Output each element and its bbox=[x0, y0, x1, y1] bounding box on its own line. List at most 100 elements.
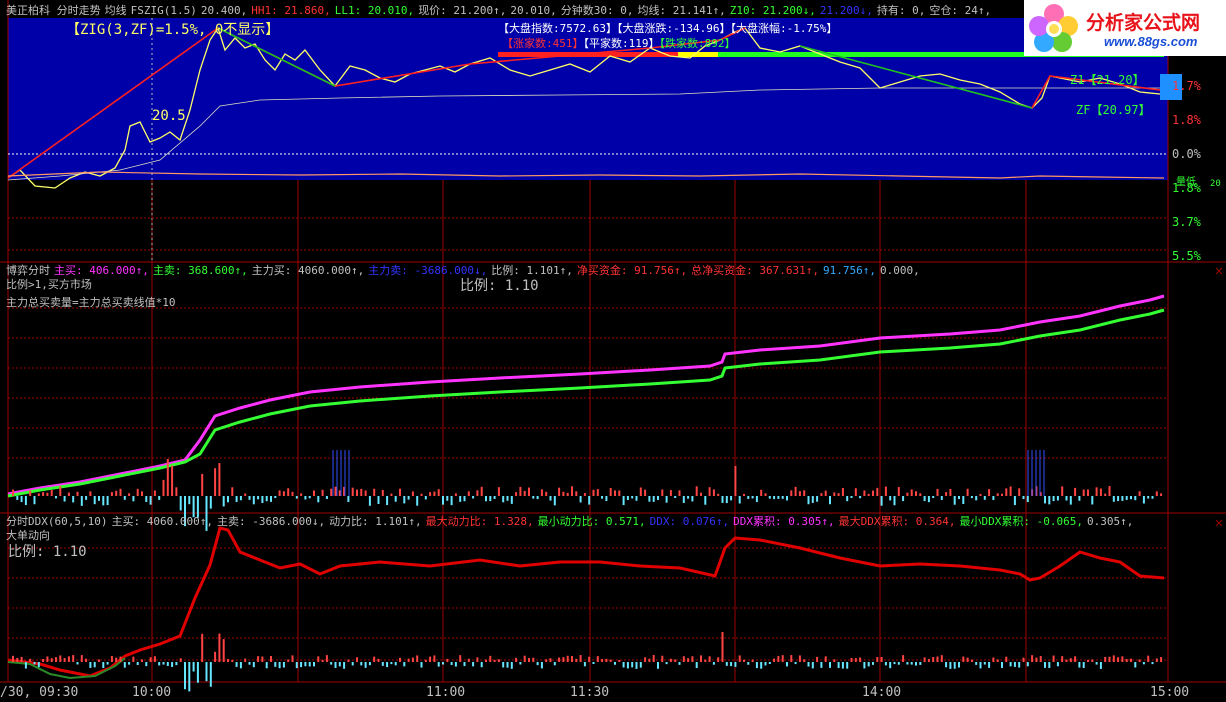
main-buy-line bbox=[7, 294, 1165, 496]
volume-bar bbox=[1142, 496, 1145, 504]
top-header-item-0: 美正柏科 分时走势 bbox=[6, 4, 101, 17]
volume-bar bbox=[747, 496, 750, 499]
ddx-bar bbox=[493, 659, 496, 662]
bottom-panel-header: 分时DDX(60,5,10) 主买: 4060.000↑, 主卖: -3686.00… bbox=[6, 515, 1137, 528]
ddx-bar bbox=[884, 662, 887, 666]
ddx-bar bbox=[192, 662, 195, 672]
volume-bar bbox=[429, 492, 432, 496]
volume-bar bbox=[798, 491, 801, 496]
volume-bar bbox=[536, 496, 539, 500]
volume-bar bbox=[416, 496, 419, 506]
volume-bar bbox=[1026, 496, 1029, 503]
volume-bar bbox=[777, 496, 780, 499]
ddx-bar bbox=[308, 662, 311, 667]
ddx-bar bbox=[816, 656, 819, 662]
volume-bar bbox=[657, 496, 659, 500]
volume-bar bbox=[257, 496, 260, 500]
volume-bar bbox=[175, 487, 178, 496]
volume-bar bbox=[717, 493, 720, 496]
volume-bar bbox=[467, 491, 470, 496]
volume-bar bbox=[545, 491, 548, 496]
volume-bar bbox=[1151, 496, 1154, 499]
ddx-bar bbox=[1035, 657, 1038, 662]
ddx-bar bbox=[609, 659, 612, 662]
ddx-bar bbox=[1044, 662, 1046, 668]
ddx-bar bbox=[278, 662, 281, 669]
ddx-bar bbox=[313, 662, 315, 667]
volume-bar bbox=[274, 496, 277, 499]
price-marker[interactable] bbox=[1160, 74, 1182, 100]
volume-bar bbox=[923, 496, 926, 502]
breadth-label-item-2: 【跌家数:892】 bbox=[659, 37, 736, 50]
ddx-bar bbox=[846, 662, 849, 669]
volume-bar bbox=[123, 496, 126, 500]
ddx-bar bbox=[1130, 658, 1132, 662]
volume-bar bbox=[988, 489, 991, 496]
volume-bar bbox=[313, 490, 315, 496]
volume-bar bbox=[786, 496, 788, 501]
ddx-bar bbox=[196, 662, 199, 683]
ddx-bar bbox=[93, 662, 96, 668]
ddx-bar bbox=[932, 657, 935, 662]
ddx-bar bbox=[20, 656, 23, 662]
volume-bar bbox=[330, 488, 333, 496]
volume-bar bbox=[958, 496, 960, 500]
volume-bar bbox=[1117, 496, 1120, 502]
top-header-item-9: 均线: 21.141↑, bbox=[637, 4, 726, 17]
ddx-bar bbox=[153, 656, 156, 662]
ddx-bar bbox=[416, 655, 419, 662]
top-panel-header: 美正柏科 分时走势 均线 FSZIG(1.5) 20.400, HH1: 21.860,… bbox=[6, 4, 995, 17]
ddx-bar bbox=[803, 659, 806, 662]
zig-up-line-2 bbox=[1031, 75, 1161, 109]
ddx-bar bbox=[915, 662, 917, 666]
ddx-bar bbox=[601, 659, 604, 662]
price-label: 20.5 bbox=[152, 108, 186, 124]
volume-bar bbox=[829, 496, 831, 505]
volume-bar bbox=[136, 488, 139, 496]
ddx-bar bbox=[631, 662, 634, 668]
ddx-bar bbox=[644, 657, 647, 662]
ddx-bar bbox=[1095, 662, 1098, 665]
mid-header-item-7: 总净买资金: 367.631↑, bbox=[691, 264, 819, 277]
volume-bar bbox=[833, 492, 836, 496]
volume-bar bbox=[515, 492, 518, 496]
ddx-bar bbox=[1009, 662, 1012, 667]
ddx-bar bbox=[325, 655, 328, 662]
ddx-bar bbox=[29, 658, 32, 662]
volume-bar bbox=[476, 490, 479, 496]
top-header-item-11: 21.200↓, bbox=[819, 4, 873, 17]
volume-bar bbox=[1074, 487, 1077, 496]
ddx-bar bbox=[691, 656, 694, 662]
ddx-bar bbox=[472, 662, 475, 667]
ddx-bar bbox=[734, 662, 737, 667]
ddx-bar bbox=[102, 662, 105, 668]
ddx-bar bbox=[16, 657, 19, 662]
ddx-bar bbox=[24, 662, 27, 669]
volume-bar bbox=[37, 493, 40, 496]
volume-bar bbox=[579, 496, 582, 503]
site-logo: 分析家公式网 www.88gs.com bbox=[1024, 0, 1226, 56]
volume-bar bbox=[252, 496, 255, 505]
volume-bar bbox=[566, 492, 569, 496]
volume-bar bbox=[158, 496, 161, 500]
volume-bar bbox=[347, 496, 350, 502]
ddx-bar bbox=[708, 656, 711, 662]
top-header-item-5: LL1: 20.010, bbox=[334, 4, 415, 17]
volume-bar bbox=[166, 458, 169, 496]
volume-bar bbox=[609, 487, 612, 496]
volume-bar bbox=[661, 489, 664, 496]
ddx-bar bbox=[992, 657, 995, 662]
volume-bar bbox=[149, 496, 152, 505]
volume-bar bbox=[244, 493, 247, 496]
volume-bar bbox=[592, 489, 595, 496]
ddx-bar bbox=[1104, 656, 1107, 662]
bottom-header-item-5: 最小动力比: 0.571, bbox=[537, 515, 646, 528]
volume-bar bbox=[781, 496, 784, 499]
mid-line-3: 主力总买卖量=主力总买卖线值*10 bbox=[6, 296, 176, 309]
mid-header-item-3: 主力买: 4060.000↑, bbox=[251, 264, 365, 277]
volume-bar bbox=[364, 490, 367, 496]
volume-bar bbox=[962, 496, 965, 504]
ddx-bar bbox=[261, 656, 264, 662]
volume-bar bbox=[67, 492, 70, 496]
